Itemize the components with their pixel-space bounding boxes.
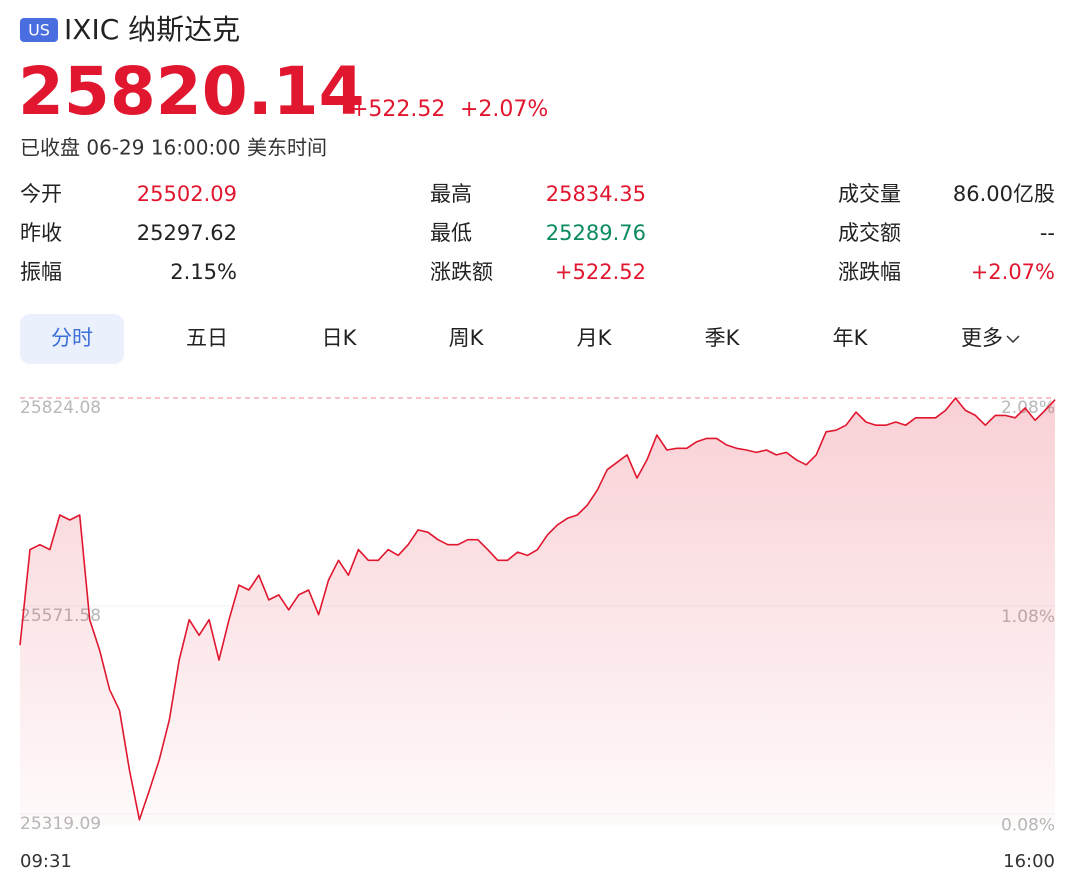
stat-label: 成交额 — [838, 221, 901, 245]
stat-value: 2.15% — [170, 260, 237, 284]
price-line — [19, 397, 1056, 821]
change: +522.52 — [350, 97, 445, 122]
stat-value: 86.00亿股 — [953, 182, 1055, 206]
stat-value: +522.52 — [555, 260, 646, 284]
more-chevron — [1006, 335, 1020, 344]
price: 25820.14 — [18, 53, 365, 130]
tabs: 分时 五日 日K 周K 月K 季K 年K 更多 — [51, 326, 1003, 350]
tab[interactable]: 更多 — [961, 326, 1003, 350]
stat-value: 25502.09 — [137, 182, 237, 206]
tab-selected-bg — [20, 314, 124, 364]
tab[interactable]: 分时 — [51, 326, 93, 350]
stat-label: 涨跌额 — [430, 260, 493, 284]
stat-value: 25834.35 — [546, 182, 646, 206]
status: 已收盘 06-29 16:00:00 美东时间 — [20, 136, 327, 160]
stat-value: +2.07% — [971, 260, 1055, 284]
x-tick-label: 09:31 — [20, 851, 72, 872]
change-pct: +2.07% — [460, 97, 548, 122]
area — [20, 398, 1055, 826]
stat-value: 25289.76 — [546, 221, 646, 245]
tab[interactable]: 月K — [577, 326, 613, 350]
market-badge: US — [28, 21, 50, 40]
stat-label: 涨跌幅 — [838, 260, 901, 284]
tab[interactable]: 周K — [449, 326, 485, 350]
stat-label: 最低 — [430, 221, 472, 245]
stat-value: -- — [1040, 221, 1055, 245]
market-badge-bg — [20, 18, 58, 42]
tab[interactable]: 季K — [705, 326, 741, 350]
stat-label: 今开 — [20, 182, 62, 206]
stat-label: 昨收 — [20, 221, 62, 245]
stat-label: 成交量 — [838, 182, 901, 206]
tab[interactable]: 五日 — [186, 326, 228, 350]
symbol-title: IXIC 纳斯达克 — [64, 13, 240, 46]
tab[interactable]: 日K — [322, 326, 358, 350]
stat-label: 振幅 — [20, 260, 62, 284]
x-tick-label: 16:00 — [1003, 851, 1055, 872]
chart: 25824.0825571.5825319.092.08%1.08%0.08%0… — [19, 397, 1056, 872]
stat-value: 25297.62 — [137, 221, 237, 245]
tab[interactable]: 年K — [833, 326, 869, 350]
stat-label: 最高 — [430, 182, 472, 206]
y-tick-label: 25824.08 — [20, 398, 101, 418]
